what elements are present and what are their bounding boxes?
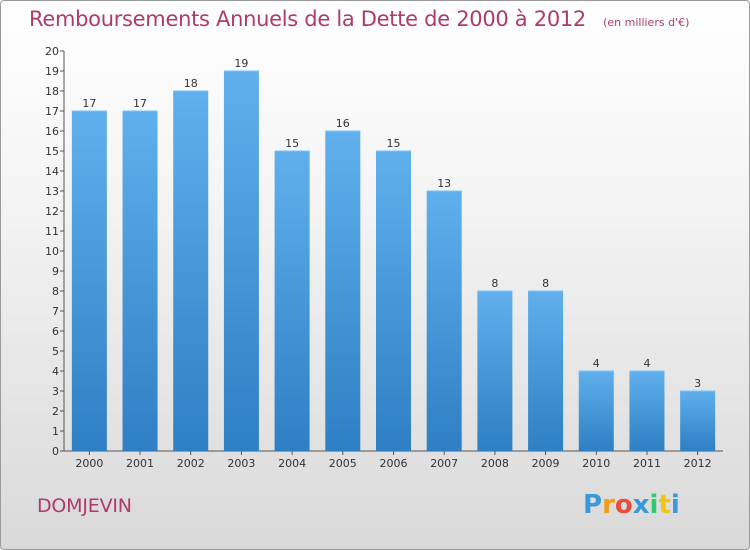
bar [680, 391, 716, 451]
data-label: 3 [694, 377, 701, 390]
proxiti-logo: Proxiti [583, 490, 680, 520]
data-label: 4 [643, 357, 650, 370]
logo-letter: i [649, 490, 659, 520]
data-label: 13 [437, 177, 451, 190]
y-tick-label: 12 [45, 205, 59, 218]
y-tick-label: 0 [52, 445, 59, 458]
bar [528, 291, 564, 451]
bar [173, 91, 209, 451]
data-label: 17 [133, 97, 147, 110]
data-label: 15 [387, 137, 401, 150]
x-tick-label: 2005 [329, 457, 357, 470]
data-label: 15 [285, 137, 299, 150]
bar [71, 111, 107, 451]
bar [477, 291, 513, 451]
y-tick-label: 5 [52, 345, 59, 358]
data-label: 16 [336, 117, 350, 130]
x-tick-label: 2008 [481, 457, 509, 470]
data-label: 8 [491, 277, 498, 290]
x-tick-label: 2012 [684, 457, 712, 470]
bar [223, 71, 259, 451]
y-tick-label: 8 [52, 285, 59, 298]
x-tick-label: 2000 [75, 457, 103, 470]
y-tick-label: 3 [52, 385, 59, 398]
y-tick-label: 10 [45, 245, 59, 258]
y-tick-label: 15 [45, 145, 59, 158]
data-label: 4 [593, 357, 600, 370]
bar [376, 151, 411, 451]
logo-letter: t [658, 490, 671, 520]
bars [71, 70, 716, 451]
logo-letter: r [602, 490, 615, 520]
y-tick-label: 11 [45, 225, 59, 238]
labels: 0123456789101112131415161718192020001720… [45, 45, 712, 470]
y-tick-label: 9 [52, 265, 59, 278]
data-label: 18 [184, 77, 198, 90]
bar [629, 371, 665, 451]
chart-unit-note: (en milliers d'€) [603, 16, 690, 29]
logo-letter: x [632, 490, 650, 520]
x-tick-label: 2001 [126, 457, 154, 470]
y-tick-label: 20 [45, 45, 59, 58]
y-tick-label: 18 [45, 85, 59, 98]
logo-letter: P [583, 490, 603, 520]
y-tick-label: 4 [52, 365, 59, 378]
logo-letter: i [670, 490, 680, 520]
y-tick-label: 1 [52, 425, 59, 438]
data-label: 8 [542, 277, 549, 290]
chart-title-block: Remboursements Annuels de la Dette de 20… [29, 7, 689, 31]
x-tick-label: 2003 [227, 457, 255, 470]
x-tick-label: 2007 [430, 457, 458, 470]
bar [274, 151, 310, 451]
data-label: 17 [82, 97, 96, 110]
y-tick-label: 14 [45, 165, 59, 178]
y-tick-label: 17 [45, 105, 59, 118]
y-tick-label: 19 [45, 65, 59, 78]
y-tick-label: 6 [52, 325, 59, 338]
y-tick-label: 7 [52, 305, 59, 318]
commune-name: DOMJEVIN [37, 495, 132, 517]
x-tick-label: 2010 [582, 457, 610, 470]
bar [325, 131, 361, 451]
chart-title: Remboursements Annuels de la Dette de 20… [29, 7, 586, 31]
x-tick-label: 2004 [278, 457, 306, 470]
logo-letter: o [614, 490, 633, 520]
x-tick-label: 2002 [177, 457, 205, 470]
x-tick-label: 2009 [532, 457, 560, 470]
x-tick-label: 2006 [380, 457, 408, 470]
bar [426, 191, 462, 451]
y-tick-label: 2 [52, 405, 59, 418]
x-tick-label: 2011 [633, 457, 661, 470]
bar [578, 371, 614, 451]
y-tick-label: 16 [45, 125, 59, 138]
data-label: 19 [234, 57, 248, 70]
bar [122, 111, 158, 451]
y-tick-label: 13 [45, 185, 59, 198]
